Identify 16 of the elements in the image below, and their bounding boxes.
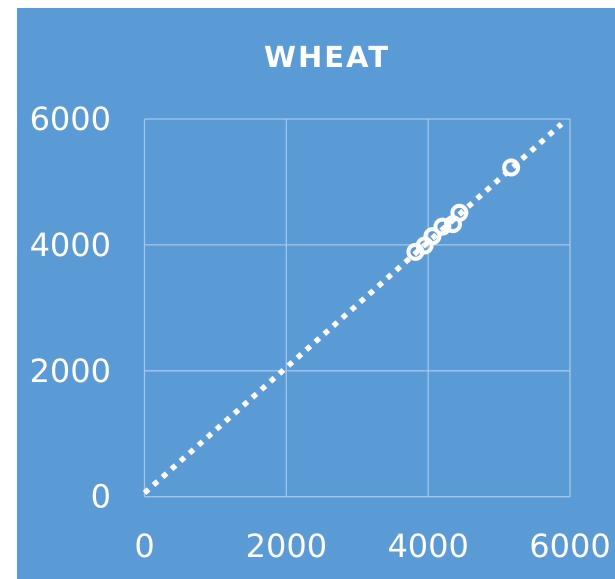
x-tick-label: 4000 bbox=[387, 527, 469, 565]
y-tick-label: 6000 bbox=[30, 100, 111, 138]
point bbox=[450, 204, 468, 222]
point bbox=[416, 236, 434, 255]
x-tick-label: 2000 bbox=[246, 527, 328, 565]
chart-title: WHEAT bbox=[264, 40, 390, 74]
x-tick-label: 6000 bbox=[529, 527, 611, 565]
point bbox=[423, 227, 442, 246]
point bbox=[502, 158, 520, 176]
point bbox=[444, 215, 462, 234]
point bbox=[433, 218, 452, 236]
point bbox=[406, 242, 424, 261]
x-tick-label: 0 bbox=[134, 527, 155, 565]
y-tick-label: 0 bbox=[90, 478, 111, 516]
y-tick-label: 4000 bbox=[30, 226, 111, 264]
y-tick-label: 2000 bbox=[30, 352, 111, 390]
